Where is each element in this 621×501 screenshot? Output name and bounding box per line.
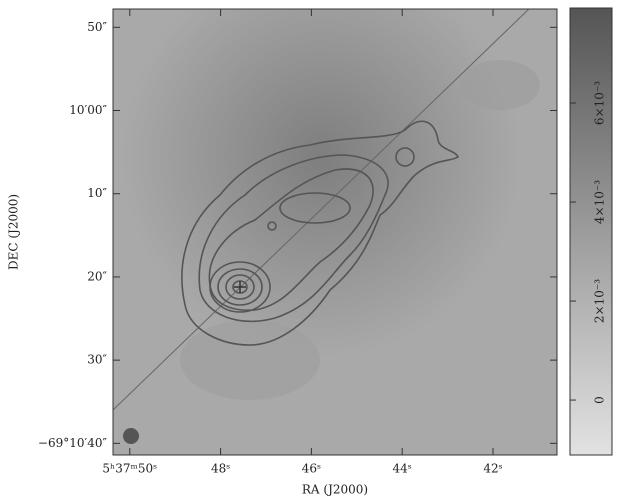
beam [123,428,139,444]
colorbar-tick-label: 4×10⁻³ [593,180,607,224]
y-axis-label: DEC (J2000) [7,194,21,270]
y-tick-label: 50″ [87,20,107,34]
colorbar [569,7,613,456]
x-tick-label: 48ˢ [211,462,230,476]
y-tick-label: 30″ [87,353,107,367]
y-tick-label: 10′00″ [69,103,107,117]
y-tick-label: 10″ [87,186,107,200]
x-tick-label: 46ˢ [302,462,321,476]
x-axis-label: RA (J2000) [302,483,368,497]
contour [279,192,351,224]
source-marker [234,281,246,293]
x-tick-label: 5ʰ37ᵐ50ˢ [102,462,157,476]
colorbar-tick-label: 2×10⁻³ [593,279,607,323]
contour [208,168,374,311]
contour [267,221,277,231]
overlay [113,9,540,444]
emission-blob [180,320,320,400]
contour [209,261,271,313]
colorbar-tick-label: 6×10⁻³ [593,81,607,125]
axis-line [113,9,530,411]
plot-frame [112,8,558,456]
contour [198,154,389,323]
y-tick-label: −69°10′40″ [38,436,108,450]
contour [395,147,415,167]
contour [181,120,460,346]
colorbar-tick-label: 0 [593,396,607,404]
y-tick-label: 20″ [87,269,107,283]
x-tick-label: 42ˢ [483,462,502,476]
emission-blob [460,60,540,110]
contour [225,274,255,300]
x-tick-label: 44ˢ [393,462,412,476]
contour [217,268,263,306]
